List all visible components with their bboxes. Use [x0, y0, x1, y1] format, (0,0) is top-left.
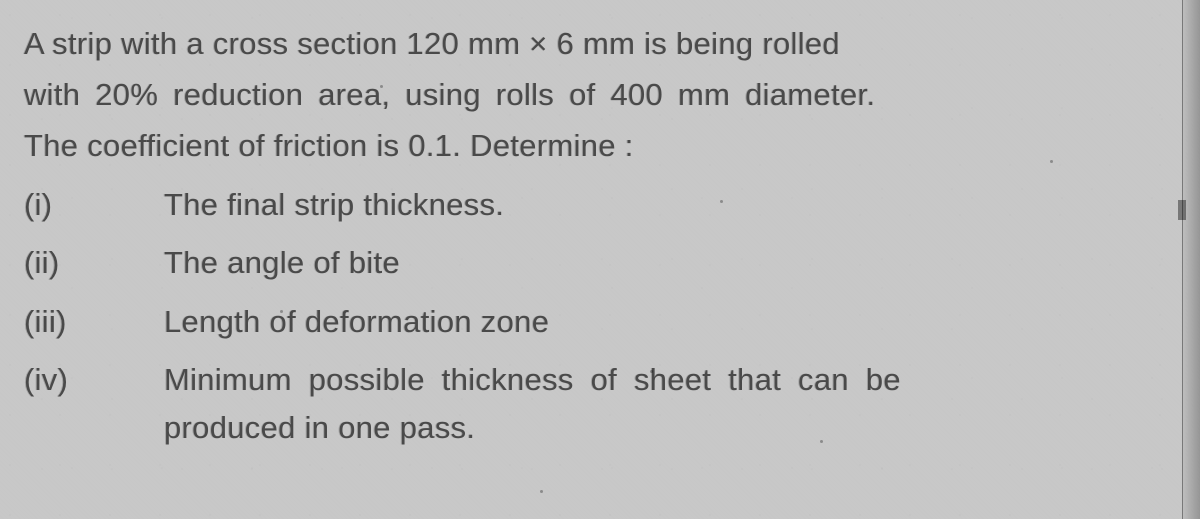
document-page: A strip with a cross section 120 mm × 6 …: [0, 0, 1200, 519]
item-text: Minimum possible thickness of sheet that…: [164, 356, 1170, 452]
page-right-edge: [1182, 0, 1200, 519]
item-text: The angle of bite: [164, 239, 1170, 287]
item-text-line2: produced in one pass.: [164, 404, 1170, 452]
item-number: (iv): [24, 356, 164, 404]
speck: [820, 440, 823, 443]
speck: [540, 490, 543, 493]
question-list: (i) The final strip thickness. (ii) The …: [24, 181, 1170, 451]
speck: [1050, 160, 1053, 163]
question-item: (ii) The angle of bite: [24, 239, 1170, 287]
question-item: (iii) Length of deformation zone: [24, 298, 1170, 346]
question-item: (i) The final strip thickness.: [24, 181, 1170, 229]
speck: [380, 85, 383, 88]
speck: [280, 310, 283, 313]
intro-line-3: The coefficient of friction is 0.1. Dete…: [24, 120, 1170, 171]
item-text: Length of deformation zone: [164, 298, 1170, 346]
speck: [720, 200, 723, 203]
intro-line-2: with 20% reduction area, using rolls of …: [24, 69, 1170, 120]
item-number: (ii): [24, 239, 164, 287]
speck: [650, 370, 653, 373]
page-right-mark: [1178, 200, 1186, 220]
item-text: The final strip thickness.: [164, 181, 1170, 229]
item-number: (i): [24, 181, 164, 229]
question-item: (iv) Minimum possible thickness of sheet…: [24, 356, 1170, 452]
item-text-line1: Minimum possible thickness of sheet that…: [164, 362, 901, 397]
item-number: (iii): [24, 298, 164, 346]
problem-statement: A strip with a cross section 120 mm × 6 …: [24, 18, 1170, 171]
intro-line-1: A strip with a cross section 120 mm × 6 …: [24, 18, 1170, 69]
